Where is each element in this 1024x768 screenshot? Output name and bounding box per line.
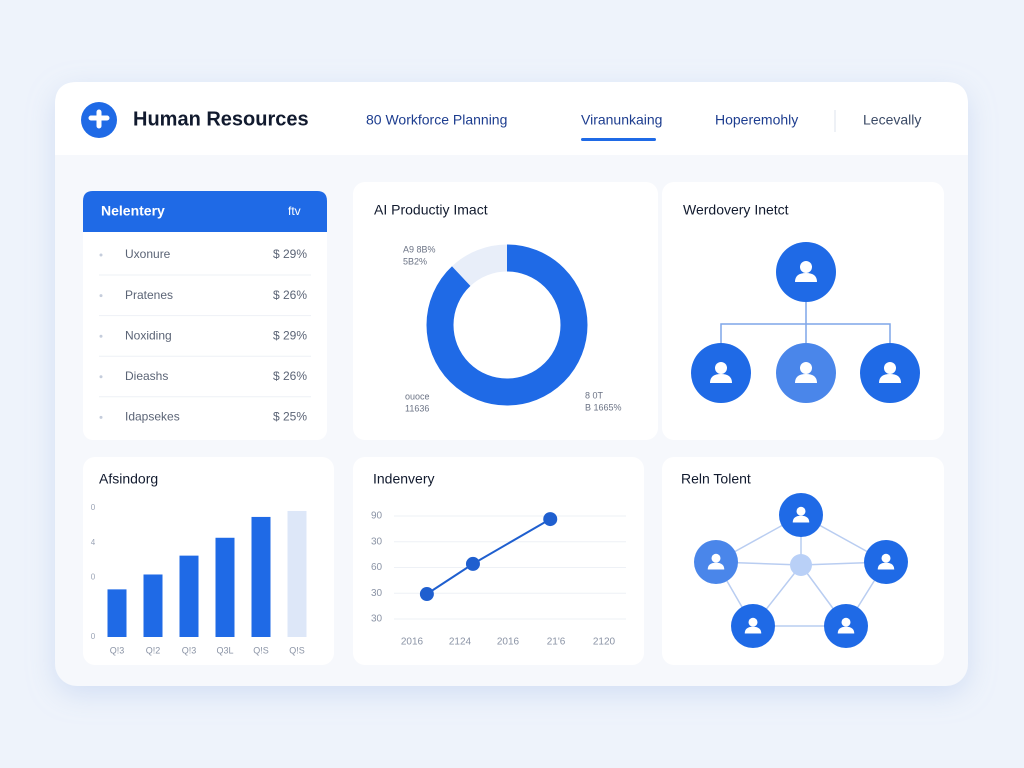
org-node xyxy=(860,343,920,403)
row-value: $ 26% xyxy=(273,369,307,383)
row-label: Dieashs xyxy=(125,369,168,383)
donut-annotation: ouoce xyxy=(405,391,430,401)
nav-item[interactable]: Hoperemohly xyxy=(715,112,798,128)
line-panel xyxy=(353,457,644,665)
panel-title: Werdovery Inetct xyxy=(683,202,789,218)
org-node xyxy=(776,242,836,302)
donut-annotation: 11636 xyxy=(405,403,429,413)
y-tick-label: 60 xyxy=(371,562,383,573)
row-bullet xyxy=(99,253,103,257)
network-node xyxy=(824,604,868,648)
panel-title: AI Productiy Imact xyxy=(374,202,488,218)
row-bullet xyxy=(99,294,103,298)
list-title: Nelentery xyxy=(101,203,165,219)
network-node xyxy=(864,540,908,584)
org-node xyxy=(691,343,751,403)
donut-segment xyxy=(426,244,588,406)
row-value: $ 29% xyxy=(273,328,307,342)
row-bullet xyxy=(99,415,103,419)
network-edges xyxy=(714,514,888,627)
donut-annotation: A9 8B% xyxy=(403,244,436,254)
x-tick-label: 2016 xyxy=(497,637,520,648)
panel-title: Reln Tolent xyxy=(681,471,751,487)
row-value: $ 25% xyxy=(273,410,307,424)
line-point xyxy=(465,556,480,571)
x-tick-label: Q!S xyxy=(253,645,269,655)
row-label: Idapsekes xyxy=(125,410,180,424)
network-node xyxy=(779,493,823,537)
list-header xyxy=(83,191,327,232)
row-bullet xyxy=(99,375,103,379)
bar xyxy=(251,516,271,637)
line-point xyxy=(543,512,558,527)
network-node xyxy=(694,540,738,584)
x-tick-label: Q!3 xyxy=(110,645,125,655)
row-label: Noxiding xyxy=(125,328,172,342)
app-title: Human Resources xyxy=(133,108,309,130)
bar xyxy=(287,510,307,637)
row-value: $ 26% xyxy=(273,288,307,302)
nav-item[interactable]: Viranunkaing xyxy=(581,112,662,128)
y-tick-label: 0 xyxy=(91,503,96,512)
nav-item[interactable]: 80 Workforce Planning xyxy=(366,112,507,128)
header-bar xyxy=(55,82,968,155)
x-tick-label: 2120 xyxy=(593,637,616,648)
nav-underline xyxy=(581,138,656,141)
panel-title: Afsindorg xyxy=(99,471,158,487)
y-tick-label: 90 xyxy=(371,511,383,522)
y-tick-label: 30 xyxy=(371,614,383,625)
y-tick-label: 30 xyxy=(371,536,383,547)
x-tick-label: 21'6 xyxy=(547,637,566,648)
network-node xyxy=(731,604,775,648)
x-tick-label: 2124 xyxy=(449,637,472,648)
row-label: Pratenes xyxy=(125,288,173,302)
donut-annotation: B 1665% xyxy=(585,402,622,412)
nav-item[interactable]: Lecevally xyxy=(863,112,921,128)
y-tick-label: 0 xyxy=(91,573,96,582)
x-tick-label: Q!2 xyxy=(146,645,161,655)
x-tick-label: 2016 xyxy=(401,637,424,648)
y-tick-label: 0 xyxy=(91,632,96,641)
row-label: Uxonure xyxy=(125,247,171,261)
org-connectors xyxy=(720,302,891,343)
bar xyxy=(143,574,163,637)
org-node xyxy=(776,343,836,403)
y-tick-label: 4 xyxy=(91,538,96,547)
line-point xyxy=(419,587,434,602)
bar xyxy=(179,555,199,637)
x-tick-label: Q3L xyxy=(216,645,233,655)
donut-annotation: 5B2% xyxy=(403,256,427,266)
y-tick-label: 30 xyxy=(371,588,383,599)
x-tick-label: Q!3 xyxy=(182,645,197,655)
donut-annotation: 8 0T xyxy=(585,390,604,400)
logo-icon xyxy=(88,109,110,129)
row-bullet xyxy=(99,334,103,338)
donut-panel xyxy=(353,182,658,440)
bar xyxy=(107,589,127,637)
x-tick-label: Q!S xyxy=(289,645,305,655)
list-action[interactable]: ftv xyxy=(288,204,301,218)
row-value: $ 29% xyxy=(273,247,307,261)
network-hub xyxy=(790,554,812,576)
bar xyxy=(215,537,235,637)
panel-title: Indenvery xyxy=(373,471,434,487)
